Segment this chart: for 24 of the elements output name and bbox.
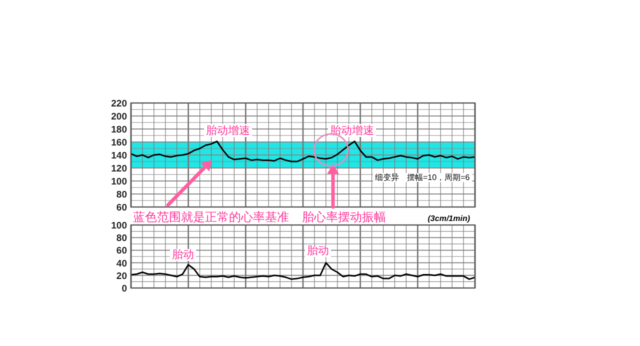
y-tick-label: 180 (111, 124, 127, 136)
y-tick-label: 80 (116, 233, 127, 244)
annotation: 胎动增速 (206, 124, 250, 137)
text: 蓝色范围就是正常的心率基准 (133, 210, 289, 224)
y-tick-label: 60 (116, 202, 127, 214)
y-tick-label: 160 (111, 138, 127, 148)
annotation: 胎动 (172, 249, 194, 261)
text: 胎心率摆动振幅 (302, 210, 386, 224)
text: (3cm/1min) (428, 214, 470, 223)
y-tick-label: 40 (116, 258, 127, 270)
y-tick-label: 0 (122, 284, 127, 294)
y-tick-label: 20 (116, 270, 127, 282)
line-series (130, 262, 476, 280)
line-series (130, 140, 476, 162)
y-tick-label: 220 (111, 98, 127, 110)
y-tick-label: 80 (116, 190, 127, 200)
y-tick-label: 200 (111, 112, 127, 122)
y-tick-label: 100 (111, 176, 127, 188)
y-tick-label: 120 (111, 164, 127, 174)
y-tick-label: 140 (111, 150, 127, 162)
y-tick-label: 100 (111, 220, 127, 232)
y-tick-label: 60 (116, 246, 127, 257)
annotation: 细变异 摆幅=10，周期=6 (375, 173, 470, 182)
annotation: 胎动 (307, 245, 329, 257)
